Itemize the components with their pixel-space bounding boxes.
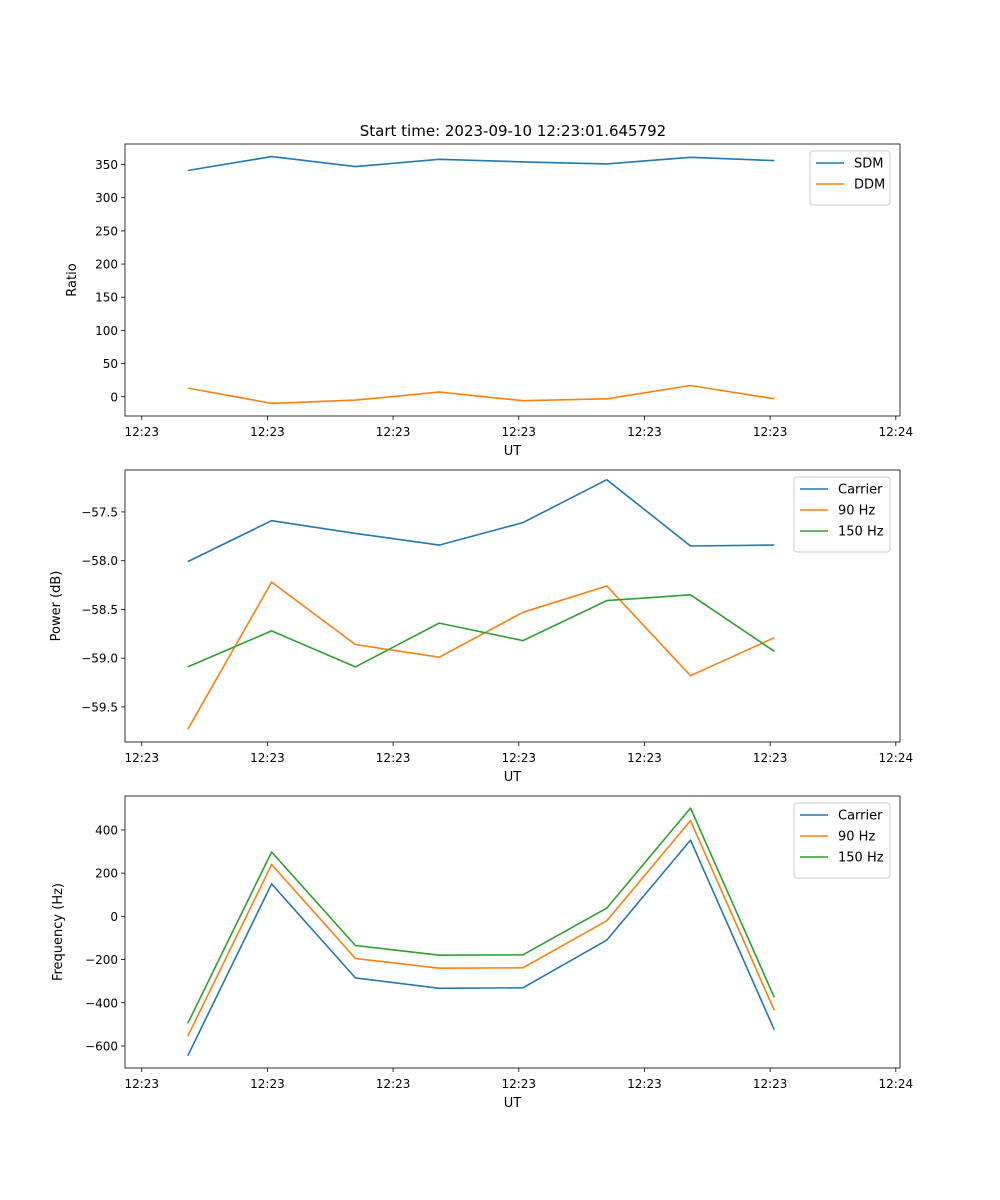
x-tick-label: 12:23 (501, 425, 536, 439)
series-line-150-hz (187, 807, 776, 1024)
x-tick-label: 12:24 (879, 425, 914, 439)
x-axis-label: UT (504, 1096, 522, 1111)
legend: SDM DDM (809, 150, 891, 206)
y-tick-label: −59.0 (81, 652, 118, 666)
x-tick-label: 12:23 (753, 751, 788, 765)
y-tick-label: 300 (95, 191, 118, 205)
x-tick-label: 12:23 (250, 425, 285, 439)
x-tick-label: 12:23 (124, 751, 159, 765)
axes-frame (124, 469, 901, 743)
x-tick-label: 12:23 (627, 425, 662, 439)
subplot-ratio: 12:23 12:23 12:23 12:23 12:23 12:23 12:24 0 50 10… (65, 143, 914, 459)
x-tick-label: 12:23 (627, 751, 662, 765)
series-line-carrier (187, 839, 776, 1057)
y-tick-label: −200 (85, 953, 118, 967)
series-line-carrier (187, 478, 775, 563)
x-tick-label: 12:23 (627, 1077, 662, 1091)
axes-frame (124, 143, 901, 417)
x-axis-label: UT (504, 770, 522, 785)
figure-title: Start time: 2023-09-10 12:23:01.645792 (360, 122, 666, 140)
legend: Carrier 90 Hz 150 Hz (793, 802, 891, 879)
x-tick-label: 12:23 (376, 425, 411, 439)
x-tick-label: 12:23 (753, 1077, 788, 1091)
y-tick-label: −400 (85, 996, 118, 1010)
series-line-sdm (187, 155, 775, 172)
x-tick-label: 12:23 (753, 425, 788, 439)
legend-label: 150 Hz (838, 525, 884, 540)
legend-box (793, 802, 891, 879)
y-tick-label: 200 (95, 258, 118, 272)
x-tick-label: 12:23 (250, 751, 285, 765)
y-tick-label: 0 (110, 390, 118, 404)
axes-frame (124, 795, 901, 1069)
y-tick-label: 200 (95, 867, 118, 881)
y-tick-label: 0 (110, 910, 118, 924)
legend-box (793, 476, 891, 553)
y-tick-label: 350 (95, 158, 118, 172)
legend-box (809, 150, 891, 206)
legend-label: 150 Hz (838, 851, 884, 866)
x-tick-label: 12:23 (501, 1077, 536, 1091)
series-line-150-hz (187, 593, 775, 668)
legend: Carrier 90 Hz 150 Hz (793, 476, 891, 553)
y-tick-label: −58.5 (81, 603, 118, 617)
y-tick-label: −600 (85, 1039, 118, 1053)
y-tick-label: 100 (95, 324, 118, 338)
series-line-ddm (187, 384, 775, 405)
y-tick-label: 150 (95, 291, 118, 305)
y-tick-label: −58.0 (81, 554, 118, 568)
y-axis-label: Ratio (65, 263, 80, 296)
subplot-frequency: 12:23 12:23 12:23 12:23 12:23 12:23 12:24 −600 −… (51, 795, 914, 1111)
legend-label: SDM (854, 157, 883, 172)
series-line-90-hz (187, 581, 775, 730)
legend-label: Carrier (838, 483, 883, 498)
y-axis-label: Power (dB) (49, 571, 64, 642)
legend-label: DDM (854, 178, 885, 193)
y-tick-label: 50 (103, 357, 118, 371)
x-tick-label: 12:23 (250, 1077, 285, 1091)
x-tick-label: 12:23 (124, 425, 159, 439)
legend-label: Carrier (838, 809, 883, 824)
y-tick-label: −57.5 (81, 505, 118, 519)
y-axis-label: Frequency (Hz) (51, 883, 66, 981)
y-tick-label: 250 (95, 224, 118, 238)
legend-label: 90 Hz (838, 830, 875, 845)
y-tick-label: 400 (95, 823, 118, 837)
subplot-power: 12:23 12:23 12:23 12:23 12:23 12:23 12:24 −59.5… (49, 469, 914, 785)
y-tick-label: −59.5 (81, 700, 118, 714)
x-tick-label: 12:23 (376, 751, 411, 765)
legend-label: 90 Hz (838, 504, 875, 519)
series-line-90-hz (187, 819, 776, 1037)
x-tick-label: 12:23 (501, 751, 536, 765)
x-tick-label: 12:24 (879, 751, 914, 765)
x-axis-label: UT (504, 444, 522, 459)
x-tick-label: 12:23 (124, 1077, 159, 1091)
x-tick-label: 12:23 (376, 1077, 411, 1091)
x-tick-label: 12:24 (879, 1077, 914, 1091)
